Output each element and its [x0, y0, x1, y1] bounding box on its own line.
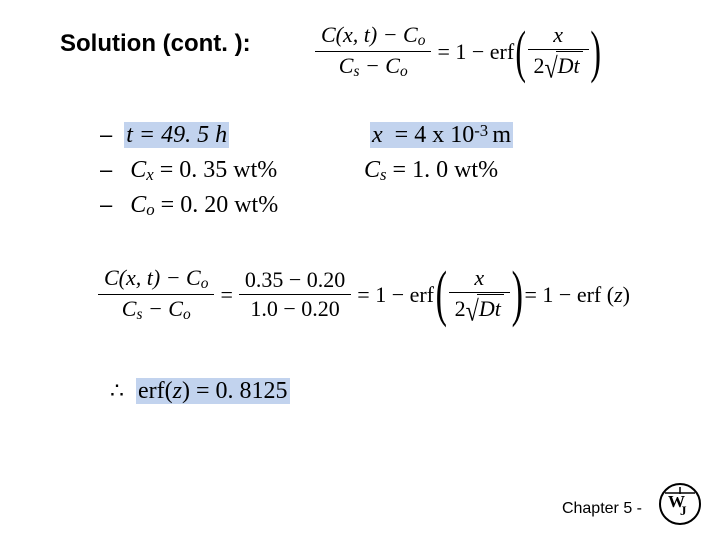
txt: C: [339, 53, 354, 78]
therefore-icon: ∴: [110, 378, 124, 403]
dash-icon: –: [100, 122, 112, 147]
sub: x: [146, 165, 153, 184]
dash-icon: –: [100, 192, 112, 217]
txt: 1.0 − 0.20: [239, 295, 351, 322]
txt: = 1 − erf: [357, 282, 434, 308]
txt: = 1. 0 wt%: [387, 157, 499, 183]
frac-lhs-mid: C(x, t) − Co Cs − Co: [98, 265, 214, 324]
publisher-logo-icon: W J: [658, 482, 702, 526]
txt: C: [130, 157, 146, 183]
txt: t = 49. 5 h: [126, 122, 227, 148]
highlight-result: erf(z) = 0. 8125: [136, 378, 290, 404]
txt: C(x, t) − C: [104, 265, 201, 290]
sqrt-icon: √: [545, 54, 558, 86]
paren-right-icon: ): [590, 26, 601, 78]
txt: − C: [142, 296, 183, 321]
txt: Dt: [556, 51, 583, 79]
txt: 0.35 − 0.20: [239, 267, 351, 295]
sub: o: [146, 200, 154, 219]
paren-left-icon: (: [516, 26, 527, 78]
given-row-1: – t = 49. 5 h x = 4 x 10-3 m: [100, 118, 610, 153]
txt: = 1 − erf: [437, 39, 514, 65]
frac-nums-mid: 0.35 − 0.20 1.0 − 0.20: [239, 267, 351, 322]
paren-left-icon: (: [436, 267, 447, 323]
txt: − C: [359, 53, 400, 78]
result-line: ∴ erf(z) = 0. 8125: [110, 378, 290, 405]
sub: o: [183, 306, 191, 323]
given-row-2: – Cx = 0. 35 wt% Cs = 1. 0 wt%: [100, 153, 610, 188]
given-values: – t = 49. 5 h x = 4 x 10-3 m – Cx = 0. 3…: [100, 118, 610, 222]
sub: o: [418, 32, 426, 49]
highlight-x: x = 4 x 10-3 m: [370, 122, 513, 148]
slide: Solution (cont. ): C(x, t) − Co Cs − Co …: [0, 0, 720, 540]
chapter-label: Chapter 5 -: [562, 500, 642, 518]
sub: o: [201, 275, 209, 292]
given-row-3: – Co = 0. 20 wt%: [100, 188, 610, 223]
txt: = 0. 20 wt%: [155, 192, 279, 218]
txt: = 0. 35 wt%: [154, 157, 278, 183]
slide-title: Solution (cont. ):: [60, 30, 251, 58]
frac-arg-top: x 2√Dt: [528, 22, 589, 81]
txt: C: [364, 157, 380, 183]
txt: C: [122, 296, 137, 321]
txt: =: [220, 282, 232, 308]
sqrt-icon: √: [466, 297, 479, 329]
txt: C(x, t) − C: [321, 22, 418, 47]
svg-text:J: J: [680, 503, 687, 518]
txt: x: [474, 265, 484, 290]
txt: x: [553, 22, 563, 47]
formula-top: C(x, t) − Co Cs − Co = 1 − erf ( x 2√Dt …: [312, 22, 599, 81]
frac-arg-mid: x 2√Dt: [449, 265, 510, 324]
frac-lhs-top: C(x, t) − Co Cs − Co: [315, 22, 431, 81]
txt: C: [130, 192, 146, 218]
sub: o: [400, 63, 408, 80]
highlight-t: t = 49. 5 h: [124, 122, 229, 148]
paren-right-icon: ): [511, 267, 522, 323]
txt: Dt: [477, 294, 504, 322]
formula-mid: C(x, t) − Co Cs − Co = 0.35 − 0.20 1.0 −…: [95, 265, 633, 324]
txt: 2: [455, 296, 466, 321]
txt: 2: [534, 53, 545, 78]
dash-icon: –: [100, 157, 112, 182]
